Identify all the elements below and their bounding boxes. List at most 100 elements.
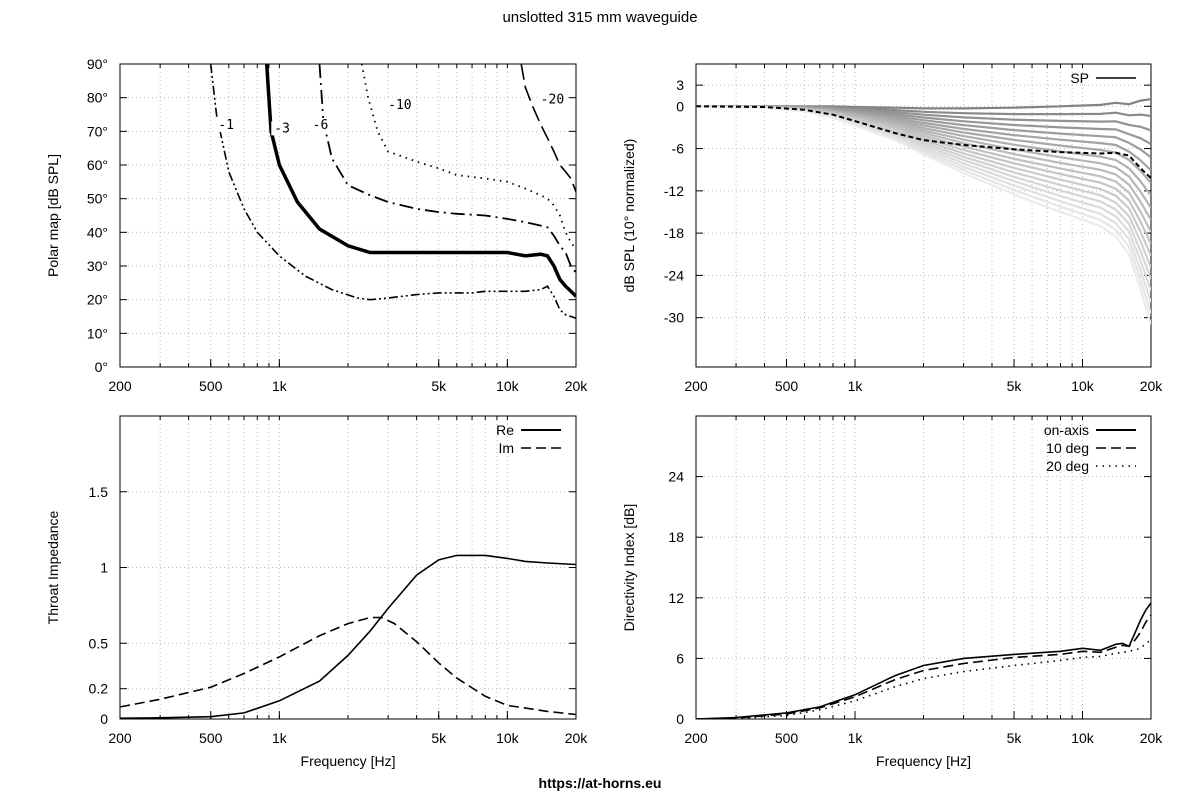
contour-label: -20 [541, 93, 564, 108]
y-tick-label: 6 [676, 650, 684, 666]
x-tick-label: 1k [848, 378, 864, 394]
series-line-Im [120, 616, 576, 716]
legend-label: Re [496, 422, 514, 438]
x-tick-label: 200 [108, 730, 132, 746]
x-tick-label: 10k [1071, 378, 1095, 394]
y-tick-label: -6 [672, 141, 685, 157]
series-line-Re [120, 554, 576, 719]
x-tick-label: 200 [108, 378, 132, 394]
y-tick-label: 0.2 [89, 681, 109, 697]
x-tick-label: 1k [272, 378, 288, 394]
y-tick-label: 0.5 [89, 635, 109, 651]
contour-label-bg [309, 117, 332, 132]
x-tick-label: 200 [684, 378, 708, 394]
legend-label: 10 deg [1046, 440, 1089, 456]
y-tick-label: 70° [87, 123, 108, 139]
series-line-10-deg [696, 614, 1151, 719]
y-tick-label: -18 [664, 225, 684, 241]
plot-area [209, 64, 576, 319]
series-line--1 [209, 64, 576, 319]
x-tick-label: 5k [431, 730, 447, 746]
y-tick-label: 0° [95, 359, 108, 375]
contour-label: -3 [274, 121, 290, 136]
x-tick-label: 10k [1071, 730, 1095, 746]
x-tick-label: 20k [565, 730, 589, 746]
x-tick-label: 5k [1007, 730, 1023, 746]
contour-label-bg [271, 121, 294, 136]
x-tick-label: 10k [496, 378, 520, 394]
x-tick-label: 10k [496, 730, 520, 746]
legend-label: 20 deg [1046, 458, 1089, 474]
x-tick-label: 20k [1140, 730, 1164, 746]
y-tick-label: -12 [664, 183, 684, 199]
x-axis-label: Frequency [Hz] [301, 753, 396, 769]
y-tick-label: 50° [87, 191, 108, 207]
chart-di: 0 6 12 18 24 200 500 1k 5k 10k 20k Directivity Inde… [621, 415, 1164, 769]
x-tick-label: 500 [199, 378, 223, 394]
plot-frame [695, 415, 1152, 720]
angle-curve [696, 105, 1151, 326]
x-tick-label: 1k [272, 730, 288, 746]
contour-label-bg [215, 117, 238, 132]
contour-label: -1 [218, 118, 234, 133]
x-tick-label: 200 [684, 730, 708, 746]
legend-label: Im [498, 440, 514, 456]
y-tick-label: 0 [100, 711, 108, 727]
contour-label: -6 [313, 118, 329, 133]
y-axis-label: Directivity Index [dB] [621, 504, 637, 632]
x-tick-label: 20k [565, 378, 589, 394]
legend-label: SP [1070, 70, 1089, 86]
y-tick-label: 60° [87, 157, 108, 173]
chart-spl: 3 0 -6 -12 -18 -24 -30 200 500 1k 5k 10k 20k dB SPL (… [621, 63, 1164, 394]
series-line--20 [520, 64, 576, 193]
legend-label: on-axis [1044, 422, 1089, 438]
plot-frame [119, 63, 577, 368]
y-axis-label: dB SPL (10° normalized) [621, 139, 637, 293]
y-tick-label: 20° [87, 292, 108, 308]
y-tick-label: 18 [668, 529, 684, 545]
x-axis-label: Frequency [Hz] [876, 753, 971, 769]
series-line-on-axis [696, 602, 1151, 719]
series-line--3 [264, 64, 576, 298]
series-line--6 [318, 64, 576, 274]
y-tick-label: 0 [676, 98, 684, 114]
x-tick-label: 500 [199, 730, 223, 746]
chart-polar: 0° 10° 20° 30° 40° 50° 60° 70° 80° 90° 200 500 1k 5k 1… [45, 56, 588, 394]
plot-frame [695, 63, 1152, 368]
x-tick-label: 1k [848, 730, 864, 746]
y-axis-label: Polar map [dB SPL] [45, 154, 61, 277]
y-tick-label: 40° [87, 224, 108, 240]
y-tick-label: 1 [100, 560, 108, 576]
figure-title: unslotted 315 mm waveguide [502, 9, 698, 26]
chart-impedance: 0 0.2 0.5 1 1.5 200 500 1k 5k 10k 20k Throat Impeda… [45, 415, 589, 769]
y-tick-label: -24 [664, 267, 684, 283]
x-tick-label: 5k [1007, 378, 1023, 394]
plot-area [696, 98, 1151, 326]
y-tick-label: 90° [87, 56, 108, 72]
y-tick-label: 10° [87, 325, 108, 341]
y-axis-label: Throat Impedance [45, 510, 61, 624]
y-tick-label: -30 [664, 310, 684, 326]
plot-area [120, 554, 576, 719]
y-tick-label: 0 [676, 711, 684, 727]
series-line--10 [360, 64, 576, 250]
x-tick-label: 5k [431, 378, 447, 394]
footer-url: https://at-horns.eu [538, 775, 662, 791]
contour-label-bg [537, 92, 568, 107]
series-line-SP [696, 105, 1151, 179]
plot-frame [119, 415, 577, 720]
y-tick-label: 30° [87, 258, 108, 274]
y-tick-label: 24 [668, 469, 684, 485]
y-tick-label: 1.5 [89, 484, 109, 500]
contour-label: -10 [388, 98, 411, 113]
contour-label-bg [385, 97, 416, 112]
y-tick-label: 3 [676, 77, 684, 93]
x-tick-label: 20k [1140, 378, 1164, 394]
y-tick-label: 12 [668, 590, 684, 606]
x-tick-label: 500 [775, 378, 799, 394]
x-tick-label: 500 [775, 730, 799, 746]
plot-area [696, 602, 1151, 719]
y-tick-label: 80° [87, 90, 108, 106]
